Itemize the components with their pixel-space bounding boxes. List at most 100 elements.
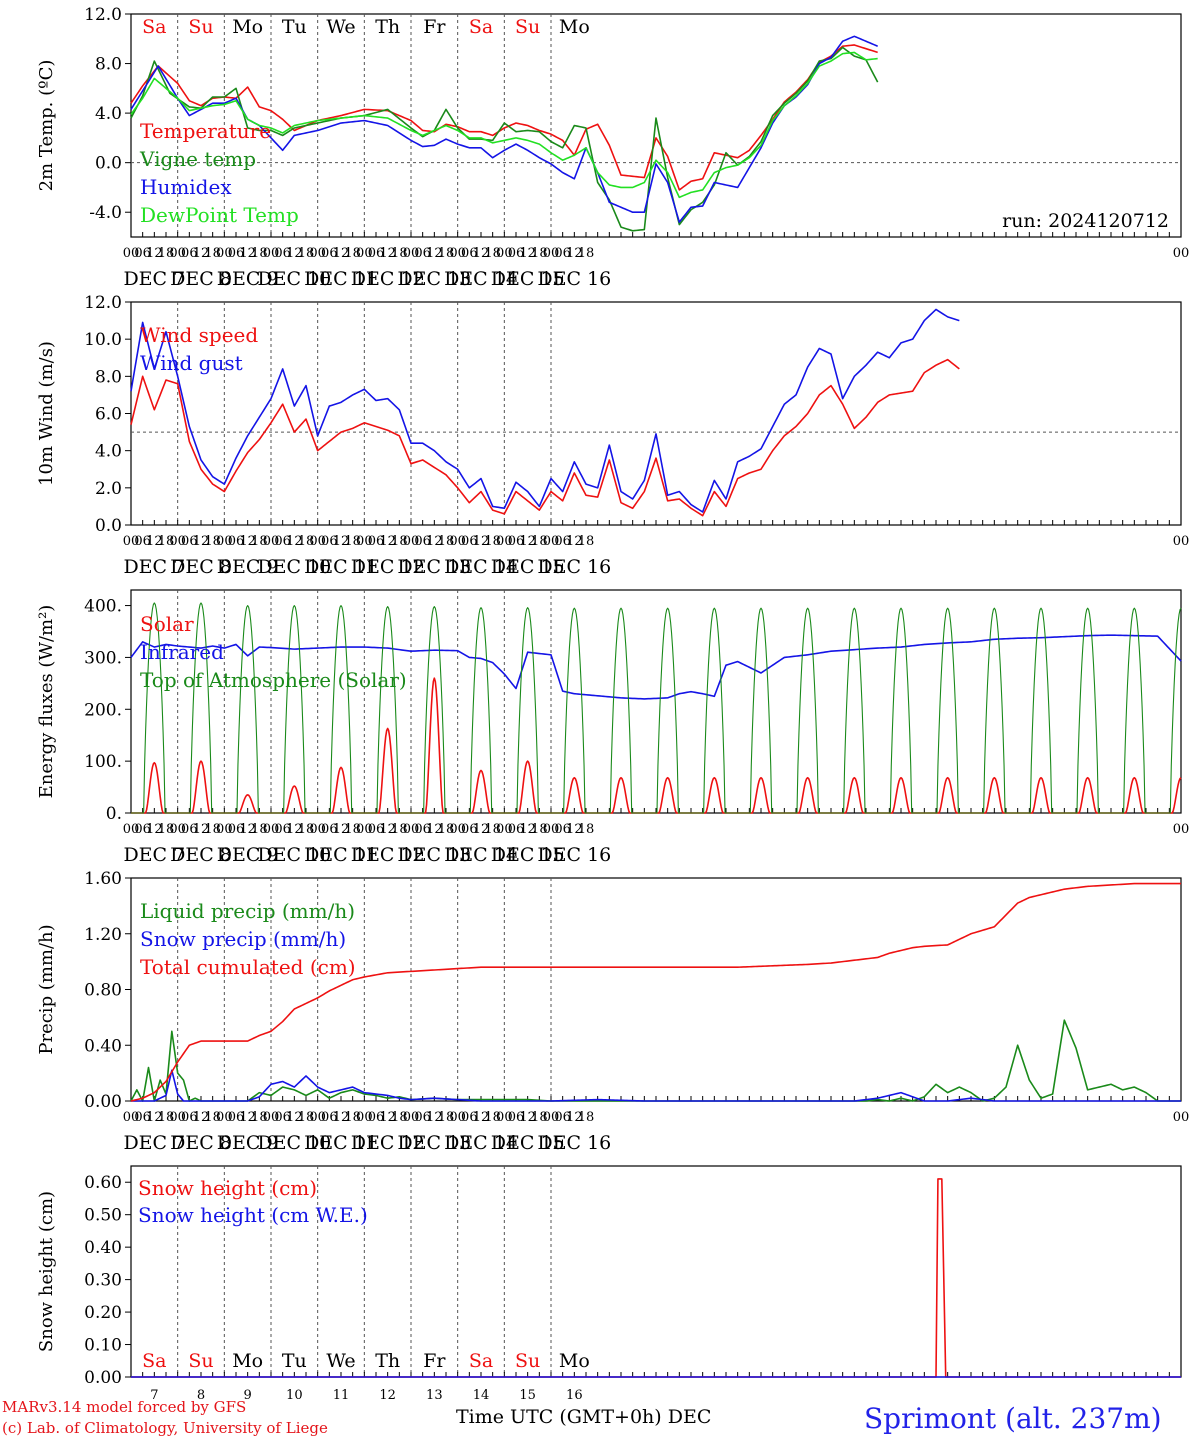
hour-tick-label: 18 xyxy=(531,822,548,837)
hour-tick-label: 06 xyxy=(554,534,571,549)
date-label: DEC 14 xyxy=(444,556,518,578)
hour-tick-label: 00 xyxy=(403,246,420,261)
hour-tick-label: 18 xyxy=(251,822,268,837)
hour-tick-label: 00 xyxy=(123,1110,140,1125)
y-tick-label: 0.0 xyxy=(95,154,122,174)
legend-entry: Vigne temp xyxy=(139,147,256,171)
hour-tick-label: 12 xyxy=(426,246,443,261)
hour-tick-label: 06 xyxy=(508,822,525,837)
hour-tick-label: 06 xyxy=(274,534,291,549)
day-name-label: Su xyxy=(188,16,213,38)
hour-tick-label: 06 xyxy=(134,246,151,261)
hour-tick-label: 12 xyxy=(426,1110,443,1125)
date-label: DEC 7 xyxy=(123,844,185,866)
time-axis-text: Time UTC (GMT+0h) xyxy=(456,1406,662,1428)
hour-tick-label: 06 xyxy=(508,246,525,261)
date-label: DEC 9 xyxy=(217,268,279,290)
day-name-label: Su xyxy=(188,1350,213,1372)
hour-tick-label: 18 xyxy=(531,534,548,549)
hour-tick-label: 00 xyxy=(169,246,186,261)
hour-tick-label: 12 xyxy=(379,534,396,549)
day-name-label: Su xyxy=(515,1350,540,1372)
hour-tick-label: 00 xyxy=(1173,534,1190,549)
hour-tick-label: 06 xyxy=(414,246,431,261)
legend-entry: Wind speed xyxy=(140,323,258,347)
y-tick-label: 0.30 xyxy=(84,1271,122,1291)
hour-tick-label: 18 xyxy=(158,822,175,837)
legend-entry: Temperature xyxy=(140,119,271,143)
hour-tick-label: 12 xyxy=(519,822,536,837)
hour-tick-label: 00 xyxy=(496,534,513,549)
hour-tick-label: 00 xyxy=(449,246,466,261)
hour-tick-label: 06 xyxy=(368,1110,385,1125)
hour-tick-label: 00 xyxy=(169,822,186,837)
y-tick-label: 0.40 xyxy=(84,1036,122,1056)
hour-tick-label: 18 xyxy=(578,822,595,837)
hour-tick-label: 18 xyxy=(204,534,221,549)
hour-tick-label: 00 xyxy=(356,246,373,261)
hour-tick-label: 00 xyxy=(496,1110,513,1125)
hour-tick-label: 00 xyxy=(356,822,373,837)
hour-tick-label: 06 xyxy=(414,534,431,549)
date-label: DEC 14 xyxy=(444,1132,518,1154)
y-tick-label: 4.0 xyxy=(95,442,122,462)
y-axis-label: 2m Temp. (ºC) xyxy=(36,60,57,192)
hour-tick-label: 06 xyxy=(181,246,198,261)
day-name-label: Fr xyxy=(423,16,446,38)
day-name-label: Mo xyxy=(559,1350,590,1372)
hour-tick-label: 00 xyxy=(263,1110,280,1125)
hour-tick-label: 00 xyxy=(216,1110,233,1125)
y-axis-label: Energy fluxes (W/m²) xyxy=(36,605,57,799)
hour-tick-label: 12 xyxy=(473,246,490,261)
y-axis-label: Snow height (cm) xyxy=(36,1191,57,1352)
date-label: DEC 10 xyxy=(257,844,331,866)
hour-tick-label: 00 xyxy=(449,534,466,549)
hour-tick-label: 18 xyxy=(158,246,175,261)
series-line-infrared xyxy=(130,634,1182,700)
legend-entry: Snow height (cm W.E.) xyxy=(138,1203,368,1227)
date-label: 9 xyxy=(244,1388,252,1403)
series-line-dewpoint-temp xyxy=(130,51,878,199)
date-label: DEC 13 xyxy=(397,844,471,866)
hour-tick-label: 18 xyxy=(391,1110,408,1125)
hour-tick-label: 18 xyxy=(298,246,315,261)
y-tick-label: 4.0 xyxy=(95,104,122,124)
hour-tick-label: 12 xyxy=(333,246,350,261)
hour-tick-label: 06 xyxy=(228,1110,245,1125)
series-line-wind-gust xyxy=(130,308,960,513)
day-name-label: Mo xyxy=(559,16,590,38)
date-label: DEC 8 xyxy=(170,268,232,290)
legend-entry: Humidex xyxy=(140,175,232,199)
hour-tick-label: 18 xyxy=(344,1110,361,1125)
hour-tick-label: 12 xyxy=(519,534,536,549)
hour-tick-label: 12 xyxy=(519,1110,536,1125)
y-tick-label: 0.0 xyxy=(95,516,122,536)
date-label: DEC 15 xyxy=(491,844,565,866)
date-label: DEC 16 xyxy=(537,844,611,866)
hour-tick-label: 18 xyxy=(484,246,501,261)
legend-entry: Infrared xyxy=(140,640,224,664)
hour-tick-label: 12 xyxy=(239,1110,256,1125)
date-label: 13 xyxy=(426,1388,443,1403)
hour-tick-label: 00 xyxy=(449,822,466,837)
hour-tick-label: 00 xyxy=(216,534,233,549)
hour-tick-label: 00 xyxy=(1173,1110,1190,1125)
hour-tick-label: 18 xyxy=(578,1110,595,1125)
date-label: 11 xyxy=(333,1388,350,1403)
hour-tick-label: 06 xyxy=(134,822,151,837)
hour-tick-label: 06 xyxy=(368,534,385,549)
date-label: DEC 9 xyxy=(217,556,279,578)
day-name-label: Sa xyxy=(142,1350,166,1372)
y-tick-label: 0.00 xyxy=(84,1368,122,1388)
y-tick-label: 0.00 xyxy=(84,1092,122,1112)
hour-tick-label: 12 xyxy=(146,246,163,261)
legend-entry: Snow precip (mm/h) xyxy=(140,927,346,951)
day-name-label: Tu xyxy=(282,1350,307,1372)
y-tick-label: 0.40 xyxy=(84,1238,122,1258)
date-label: 10 xyxy=(286,1388,303,1403)
panel-snow: 0.00 0.10 0.20 0.30 0.40 0.50 0.60 Snow height … xyxy=(36,1165,1182,1403)
date-label: DEC 11 xyxy=(304,268,378,290)
legend-entry: Solar xyxy=(140,612,194,636)
hour-tick-label: 18 xyxy=(484,534,501,549)
hour-tick-label: 06 xyxy=(321,534,338,549)
